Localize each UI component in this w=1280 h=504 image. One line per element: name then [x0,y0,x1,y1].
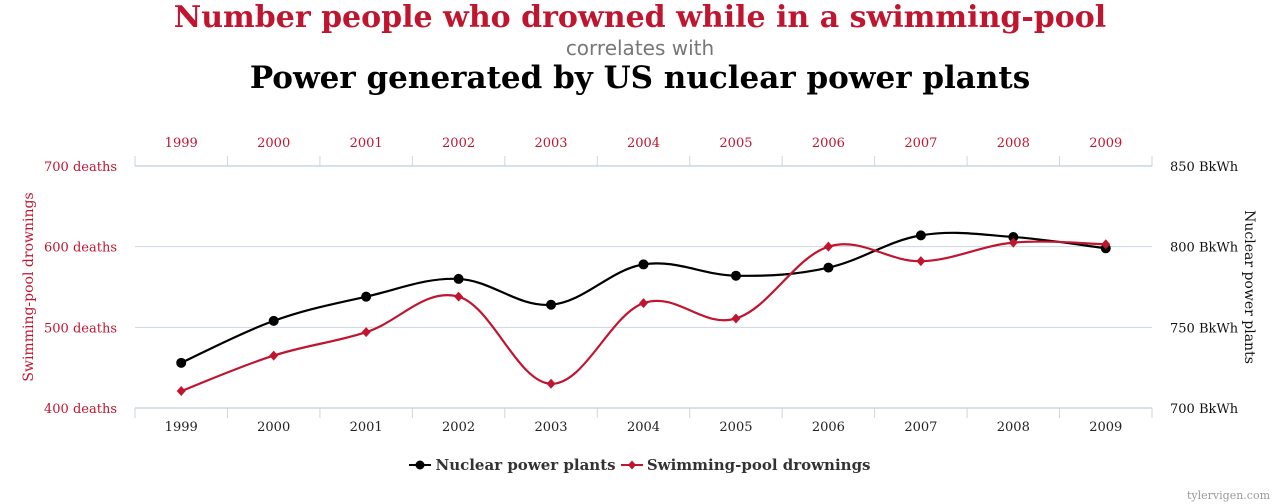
data-point-nuclear [453,273,464,284]
data-point-nuclear [268,315,279,326]
x-tick-label-bottom: 2004 [627,420,660,435]
x-tick-label-top: 2005 [719,136,752,151]
data-point-drownings [176,386,186,397]
y-right-tick-label: 700 BkWh [1170,402,1239,417]
x-tick-label-top: 2003 [534,136,567,151]
y-right-tick-label: 850 BkWh [1170,160,1239,175]
y-right-tick-label: 800 BkWh [1170,241,1239,256]
x-tick-label-top: 2009 [1089,136,1122,151]
x-tick-label-top: 2006 [812,136,845,151]
x-tick-label-top: 2004 [627,136,660,151]
x-tick-label-bottom: 2002 [442,420,475,435]
data-point-drownings [454,291,464,302]
y-left-tick-label: 700 deaths [44,160,117,175]
legend-nuclear-marker-icon [409,460,432,470]
x-tick-label-top: 2002 [442,136,475,151]
data-point-drownings [546,378,556,389]
data-point-nuclear [638,259,649,270]
x-tick-label-bottom: 2003 [534,420,567,435]
legend-item-nuclear[interactable]: Nuclear power plants [409,456,616,474]
chart-connector: correlates with [565,36,715,60]
legend-drownings-marker-icon [620,460,643,470]
data-point-drownings [731,313,741,324]
x-tick-label-top: 2000 [257,136,290,151]
x-tick-label-top: 2008 [997,136,1030,151]
chart-title: Number people who drowned while in a swi… [173,0,1107,35]
y-right-axis-title: Nuclear power plants [1241,210,1257,364]
x-tick-label-bottom: 2000 [257,420,290,435]
data-point-nuclear [730,270,741,281]
data-point-drownings [361,327,371,338]
x-tick-label-bottom: 2009 [1089,420,1122,435]
data-point-drownings [916,256,926,267]
x-tick-label-bottom: 2006 [812,420,845,435]
x-tick-label-bottom: 2005 [719,420,752,435]
x-tick-label-bottom: 2001 [350,420,383,435]
chart-svg: 1999 1999 2000 2000 2001 2001 2002 2002 2003 2003… [21,136,1257,435]
x-tick-label-bottom: 2007 [904,420,937,435]
y-right-tick-label: 750 BkWh [1170,321,1239,336]
data-point-nuclear [915,230,926,241]
credit-link[interactable]: tylervigen.com [1187,489,1270,502]
chart-subtitle: Power generated by US nuclear power plan… [249,60,1031,96]
data-point-drownings [269,350,279,361]
data-point-drownings [823,241,833,252]
data-point-nuclear [361,291,372,302]
data-point-drownings [1101,239,1111,250]
x-tick-label-top: 1999 [165,136,198,151]
x-tick-label-bottom: 2008 [997,420,1030,435]
data-point-nuclear [176,357,187,368]
x-tick-label-bottom: 1999 [165,420,198,435]
data-point-nuclear [546,299,557,310]
y-left-tick-label: 500 deaths [44,321,117,336]
data-point-nuclear [1008,231,1019,242]
legend: Nuclear power plants Swimming-pool drown… [0,456,1280,475]
x-tick-label-top: 2007 [904,136,937,151]
y-left-axis-title: Swimming-pool drownings [21,192,37,381]
y-left-tick-label: 400 deaths [44,402,117,417]
y-left-tick-label: 600 deaths [44,241,117,256]
legend-label-drownings: Swimming-pool drownings [646,456,871,474]
data-point-drownings [639,298,648,309]
x-tick-label-top: 2001 [350,136,383,151]
data-point-drownings [1008,237,1018,248]
legend-label-nuclear: Nuclear power plants [435,456,616,474]
data-point-nuclear [823,262,834,273]
legend-item-drownings[interactable]: Swimming-pool drownings [620,456,871,474]
